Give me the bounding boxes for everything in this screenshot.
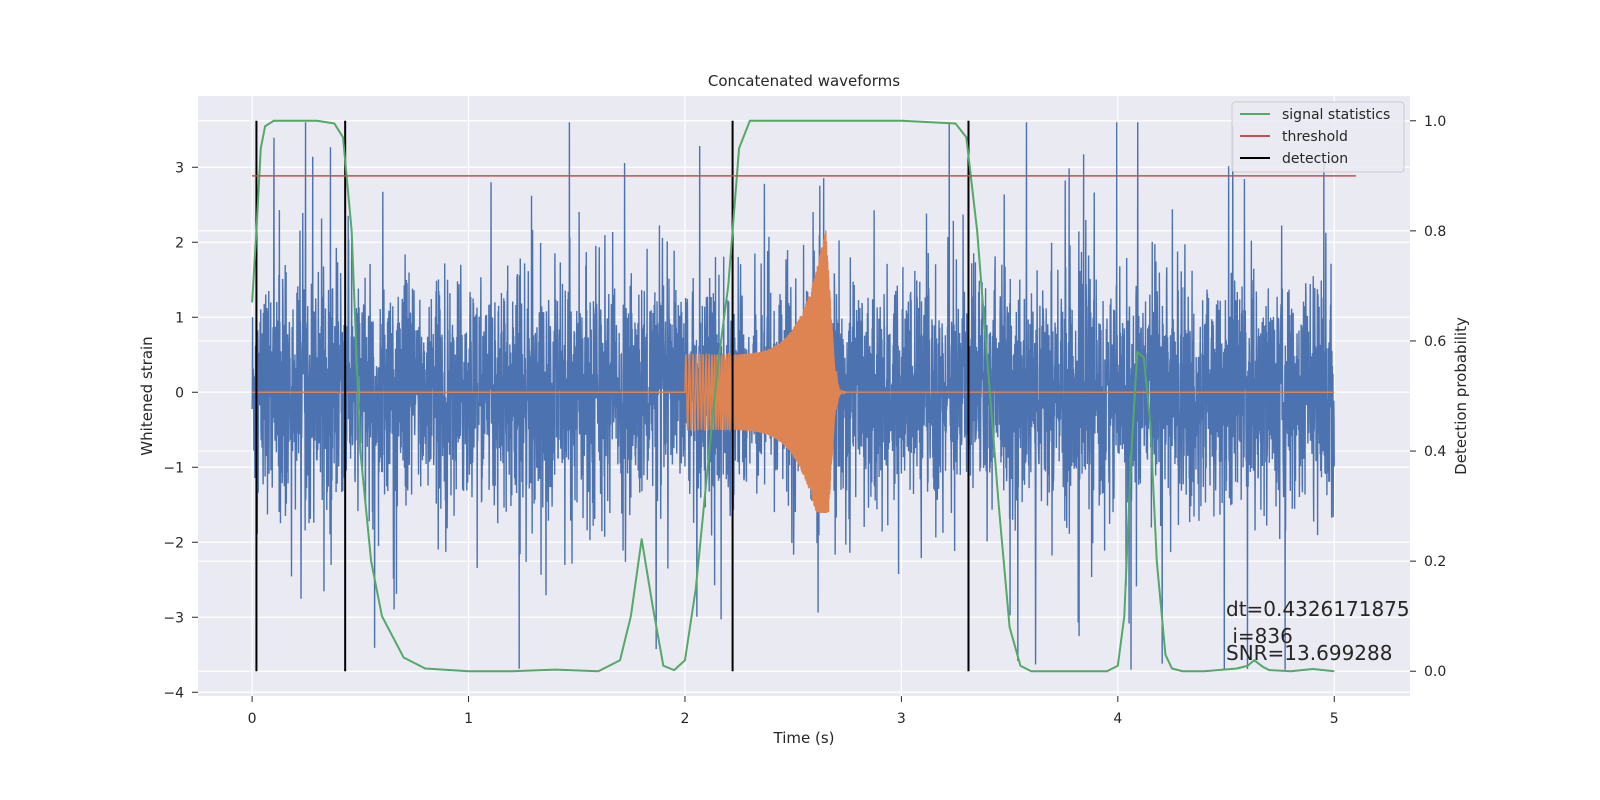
- y-right-tick-label: 1.0: [1424, 114, 1446, 130]
- signal-statistics-line: [251, 119, 1335, 673]
- x-tick-label: 3: [897, 711, 906, 727]
- annotation: dt=0.4326171875 i=836 SNR=13.699288: [1226, 597, 1410, 665]
- axes: 0 1 2 3 4 5 −4 −3 −2 −1 0 1 2 3 0.0 0.2 0.4 0.6 0.8 1.0: [163, 114, 1446, 727]
- x-tick-label: 4: [1113, 711, 1122, 727]
- y-axis-right-label: Detection probability: [1452, 317, 1470, 475]
- x-axis-label: Time (s): [773, 729, 835, 747]
- y-tick-label: 2: [175, 235, 184, 251]
- legend: signal statistics threshold detection: [1231, 101, 1405, 173]
- x-tick-label: 5: [1330, 711, 1339, 727]
- y-right-tick-label: 0.8: [1424, 224, 1446, 240]
- y-right-tick-label: 0.6: [1424, 334, 1446, 350]
- legend-box: [1231, 101, 1405, 173]
- y-right-tick-label: 0.2: [1424, 554, 1446, 570]
- x-tick-label: 1: [464, 711, 473, 727]
- y-axis-label: Whitened strain: [138, 336, 156, 455]
- y-tick-label: 0: [175, 385, 184, 401]
- x-tick-label: 0: [248, 711, 257, 727]
- annotation-snr: SNR=13.699288: [1226, 641, 1392, 665]
- x-tick-label: 2: [681, 711, 690, 727]
- y-tick-label: 1: [175, 310, 184, 326]
- y-tick-label: −3: [163, 610, 184, 626]
- annotation-index: i=836: [1226, 624, 1293, 648]
- legend-label: detection: [1282, 151, 1348, 167]
- y-tick-label: −2: [163, 535, 184, 551]
- y-right-tick-label: 0.4: [1424, 444, 1446, 460]
- y-right-tick-label: 0.0: [1424, 664, 1446, 680]
- template-waveform-line: [252, 230, 1335, 514]
- y-tick-label: −4: [163, 685, 184, 701]
- y-tick-label: 3: [175, 160, 184, 176]
- chart-title: Concatenated waveforms: [708, 72, 900, 90]
- annotation-dt: dt=0.4326171875: [1226, 597, 1410, 621]
- data-layer: [251, 119, 1356, 673]
- y-tick-label: −1: [163, 460, 184, 476]
- legend-label: signal statistics: [1282, 107, 1390, 123]
- legend-label: threshold: [1282, 129, 1348, 145]
